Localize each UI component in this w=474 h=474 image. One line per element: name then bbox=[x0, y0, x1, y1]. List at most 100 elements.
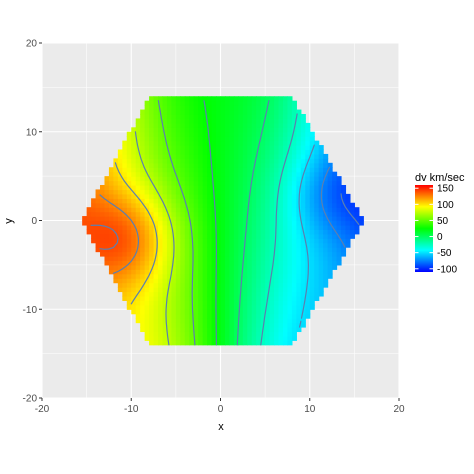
heatmap-cell bbox=[153, 105, 159, 111]
heatmap-cell bbox=[131, 282, 137, 288]
heatmap-cell bbox=[269, 149, 275, 155]
heatmap-cell bbox=[166, 229, 173, 235]
heatmap-cell bbox=[166, 193, 173, 199]
heatmap-cell bbox=[282, 220, 289, 226]
heatmap-cell bbox=[296, 269, 302, 275]
heatmap-cell bbox=[251, 331, 257, 337]
heatmap-cell bbox=[238, 193, 244, 199]
heatmap-cell bbox=[278, 260, 284, 266]
heatmap-cell bbox=[242, 136, 248, 142]
heatmap-cell bbox=[149, 269, 155, 275]
heatmap-cell bbox=[131, 140, 137, 146]
heatmap-cell bbox=[202, 229, 208, 235]
heatmap-cell bbox=[309, 185, 315, 191]
heatmap-cell bbox=[291, 167, 297, 173]
heatmap-cell bbox=[211, 140, 217, 146]
heatmap-cell bbox=[216, 278, 222, 284]
heatmap-cell bbox=[345, 233, 351, 239]
heatmap-cell bbox=[144, 238, 150, 244]
heatmap-cell bbox=[144, 158, 150, 164]
heatmap-cell bbox=[126, 304, 132, 310]
heatmap-cell bbox=[233, 340, 239, 346]
heatmap-cell bbox=[229, 256, 235, 262]
heatmap-cell bbox=[265, 185, 271, 191]
heatmap-cell bbox=[140, 140, 146, 146]
heatmap-cell bbox=[305, 149, 311, 155]
heatmap-cell bbox=[220, 300, 226, 306]
heatmap-cell bbox=[171, 153, 177, 159]
heatmap-cell bbox=[224, 193, 231, 199]
heatmap-cell bbox=[100, 211, 106, 217]
heatmap-cell bbox=[144, 193, 150, 199]
heatmap-cell bbox=[327, 202, 333, 208]
heatmap-cell bbox=[233, 189, 239, 195]
heatmap-cell bbox=[175, 136, 181, 142]
heatmap-cell bbox=[247, 304, 253, 310]
heatmap-cell bbox=[260, 224, 266, 230]
heatmap-cell bbox=[108, 229, 114, 235]
heatmap-cell bbox=[242, 331, 248, 337]
heatmap-cell bbox=[309, 229, 315, 235]
heatmap-cell bbox=[162, 193, 168, 199]
heatmap-cell bbox=[211, 202, 217, 208]
heatmap-cell bbox=[318, 153, 324, 159]
heatmap-cell bbox=[216, 207, 222, 213]
heatmap-cell bbox=[198, 322, 204, 328]
heatmap-cell bbox=[175, 300, 181, 306]
heatmap-cell bbox=[251, 233, 257, 239]
heatmap-cell bbox=[242, 309, 248, 315]
heatmap-cell bbox=[238, 220, 244, 226]
heatmap-cell bbox=[113, 264, 119, 270]
heatmap-cell bbox=[256, 291, 262, 297]
heatmap-cell bbox=[171, 322, 177, 328]
heatmap-cell bbox=[300, 287, 306, 293]
heatmap-cell bbox=[323, 273, 329, 279]
heatmap-cell bbox=[305, 171, 311, 177]
heatmap-cell bbox=[296, 291, 302, 297]
heatmap-cell bbox=[287, 229, 293, 235]
heatmap-cell bbox=[207, 340, 213, 346]
heatmap-cell bbox=[282, 109, 289, 115]
heatmap-cell bbox=[207, 158, 213, 164]
heatmap-cell bbox=[135, 207, 141, 213]
heatmap-cell bbox=[296, 287, 302, 293]
heatmap-cell bbox=[256, 282, 262, 288]
heatmap-cell bbox=[184, 109, 190, 115]
heatmap-cell bbox=[158, 176, 164, 182]
heatmap-cell bbox=[282, 162, 289, 168]
heatmap-cell bbox=[251, 149, 257, 155]
heatmap-cell bbox=[291, 158, 297, 164]
heatmap-cell bbox=[184, 247, 190, 253]
heatmap-cell bbox=[193, 238, 199, 244]
heatmap-cell bbox=[327, 167, 333, 173]
heatmap-cell bbox=[207, 122, 213, 128]
heatmap-cell bbox=[309, 260, 315, 266]
heatmap-cell bbox=[184, 224, 190, 230]
heatmap-cell bbox=[269, 313, 275, 319]
heatmap-cell bbox=[216, 216, 222, 222]
heatmap-cell bbox=[122, 198, 128, 204]
heatmap-cell bbox=[216, 331, 222, 337]
heatmap-cell bbox=[291, 202, 297, 208]
heatmap-cell bbox=[309, 256, 315, 262]
heatmap-cell bbox=[202, 273, 208, 279]
heatmap-cell bbox=[305, 220, 311, 226]
heatmap-cell bbox=[224, 114, 231, 120]
heatmap-cell bbox=[158, 242, 164, 248]
heatmap-cell bbox=[238, 264, 244, 270]
heatmap-cell bbox=[166, 176, 173, 182]
heatmap-cell bbox=[274, 233, 280, 239]
heatmap-cell bbox=[216, 145, 222, 151]
heatmap-cell bbox=[282, 229, 289, 235]
heatmap-cell bbox=[158, 273, 164, 279]
heatmap-cell bbox=[291, 322, 297, 328]
heatmap-cell bbox=[198, 145, 204, 151]
heatmap-cell bbox=[211, 238, 217, 244]
heatmap-cell bbox=[113, 176, 119, 182]
heatmap-cell bbox=[220, 282, 226, 288]
heatmap-cell bbox=[247, 145, 253, 151]
heatmap-cell bbox=[247, 96, 253, 102]
heatmap-cell bbox=[296, 131, 302, 137]
heatmap-cell bbox=[108, 207, 114, 213]
heatmap-cell bbox=[207, 109, 213, 115]
